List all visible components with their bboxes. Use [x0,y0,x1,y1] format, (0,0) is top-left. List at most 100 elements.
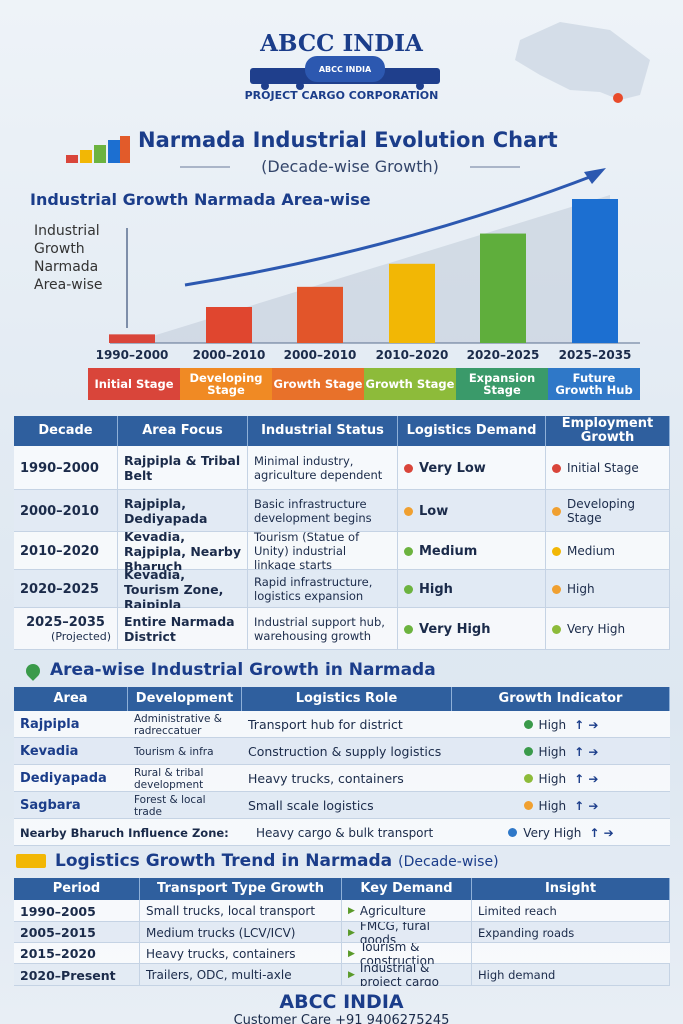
cell-text: Sagbara [20,798,81,813]
status-dot [404,584,413,594]
cell-text: 2015–2020 [20,946,96,961]
chart-heading: Industrial Growth Narmada Area-wise [30,190,371,209]
growth-arrows: ↑ ➔ [574,771,599,786]
growth-arrows: ↑ ➔ [574,744,599,759]
cell-text: 1990–2005 [20,903,96,919]
bullet: ▶ [348,927,355,938]
cell-text: 1990–2000 [20,460,99,476]
section-title-text: Logistics Growth Trend in Narmada [55,851,393,871]
table-cell: Forest & local trade [128,792,242,819]
x-tick-label: 2025–2035 [559,348,632,362]
section-title: Logistics Growth Trend in Narmada (Decade… [55,851,499,871]
table-cell: Transport hub for district [242,711,452,738]
table-cell: High [398,570,546,608]
cell-text: 2025–2035 [26,615,105,630]
table-row [14,738,670,765]
cell-text: Low [419,503,449,519]
cell-text: High [538,771,567,786]
cell-text: High [419,581,453,597]
table-cell: Very High [398,608,546,650]
x-tick-label: 2010–2020 [376,348,449,362]
stage-box: Growth Stage [364,368,456,400]
table-cell: Kevadia, Rajpipla, Nearby Bharuch [118,532,248,570]
footer-brand: ABCC INDIA [279,991,404,1013]
table-cell: 1990–2000 [14,446,118,490]
table-cell: Small trucks, local transport [140,900,342,922]
cell-text: Dediyapada [20,771,107,786]
title-icon [66,136,130,163]
table-cell: Tourism & infra [128,738,242,765]
cell-text: FMCG, fural goods [359,922,430,943]
table-cell: 2020–2025 [14,570,118,608]
table-header: Growth Indicator [452,687,670,711]
cell-text: Very Low [419,460,486,476]
table-cell: Rajpipla [14,711,128,738]
table-cell: Industrial support hub, warehousing grow… [248,608,398,650]
cell-text: Rajpipla [20,717,80,732]
table-header: Development [128,687,242,711]
cell-text: Rajpipla & Tribal Belt [124,453,241,483]
table-cell: Initial Stage [546,446,670,490]
table-cell: 2010–2020 [14,532,118,570]
table-row [14,792,670,819]
table-row [14,765,670,792]
table-cell: Heavy trucks, containers [242,765,452,792]
table-cell: Very Low [398,446,546,490]
cell-text: Kevadia, Rajpipla, Nearby Bharuch [124,532,241,570]
table-header: Logistics Demand [398,416,546,446]
cell-text: High demand [478,968,556,982]
table-cell: Expanding roads [472,922,670,943]
cell-text: Rural & tribal development [134,766,204,791]
cell-text: Small scale logistics [248,798,374,813]
status-dot [404,546,413,556]
cell-text: Kevadia, Tourism Zone, Rajpipla [124,570,224,608]
table-cell: ▶ FMCG, fural goods [342,922,472,943]
table-cell: 2025–2035 (Projected) [14,608,118,650]
cell-text: Nearby Bharuch Influence Zone: [20,825,229,840]
table-cell: Rapid infrastructure, logistics expansio… [248,570,398,608]
brand: ABCC INDIA [260,30,423,57]
table-cell: Minimal industry, agriculture dependent [248,446,398,490]
table-cell: Dediyapada [14,765,128,792]
cell-text: 2005–2015 [20,925,96,940]
status-dot [523,774,533,783]
table-cell: Kevadia, Tourism Zone, Rajpipla [118,570,248,608]
table-cell: Very High ↑ ➔ [452,819,670,846]
map-marker [613,93,623,103]
cell-text: Very High [567,622,626,636]
table-cell: High ↑ ➔ [452,711,670,738]
status-dot [523,720,533,729]
table-cell: Construction & supply logistics [242,738,452,765]
table-cell: Rajpipla & Tribal Belt [118,446,248,490]
table-row [14,943,670,964]
table-cell: Heavy cargo & bulk transport [250,819,480,846]
table-cell: High ↑ ➔ [452,792,670,819]
status-dot [523,747,533,756]
table-cell: Tourism (Statue of Unity) industrial lin… [248,532,398,570]
table-cell: High ↑ ➔ [452,765,670,792]
table-cell: 2015–2020 [14,943,140,964]
table-header: Employment Growth [546,416,670,446]
cell-text: Developing Stage [567,497,635,525]
cell-text: Basic infrastructure development begins [254,497,372,525]
cell-text: Kevadia [20,744,79,759]
cell-text: 2020–2025 [20,581,99,597]
cell-text: Industrial support hub, warehousing grow… [254,615,385,643]
table-cell: Trailers, ODC, multi-axle [140,964,342,986]
stage-box: Developing Stage [180,368,272,400]
cell-text: Transport hub for district [248,717,403,732]
table-row [14,964,670,986]
cell-text: Very High [523,825,582,840]
cell-text: Limited reach [478,904,557,918]
table-cell: Small scale logistics [242,792,452,819]
table-header: Transport Type Growth [140,878,342,900]
cell-text: 2020–Present [20,967,116,983]
table-cell: Medium [546,532,670,570]
bullet: ▶ [348,948,355,959]
x-tick-label: 2020–2025 [467,348,540,362]
table-cell: Rajpipla, Dediyapada [118,490,248,532]
table-header: Decade [14,416,118,446]
table-cell: Rural & tribal development [128,765,242,792]
status-dot [552,506,561,516]
truck-icon [16,854,46,868]
